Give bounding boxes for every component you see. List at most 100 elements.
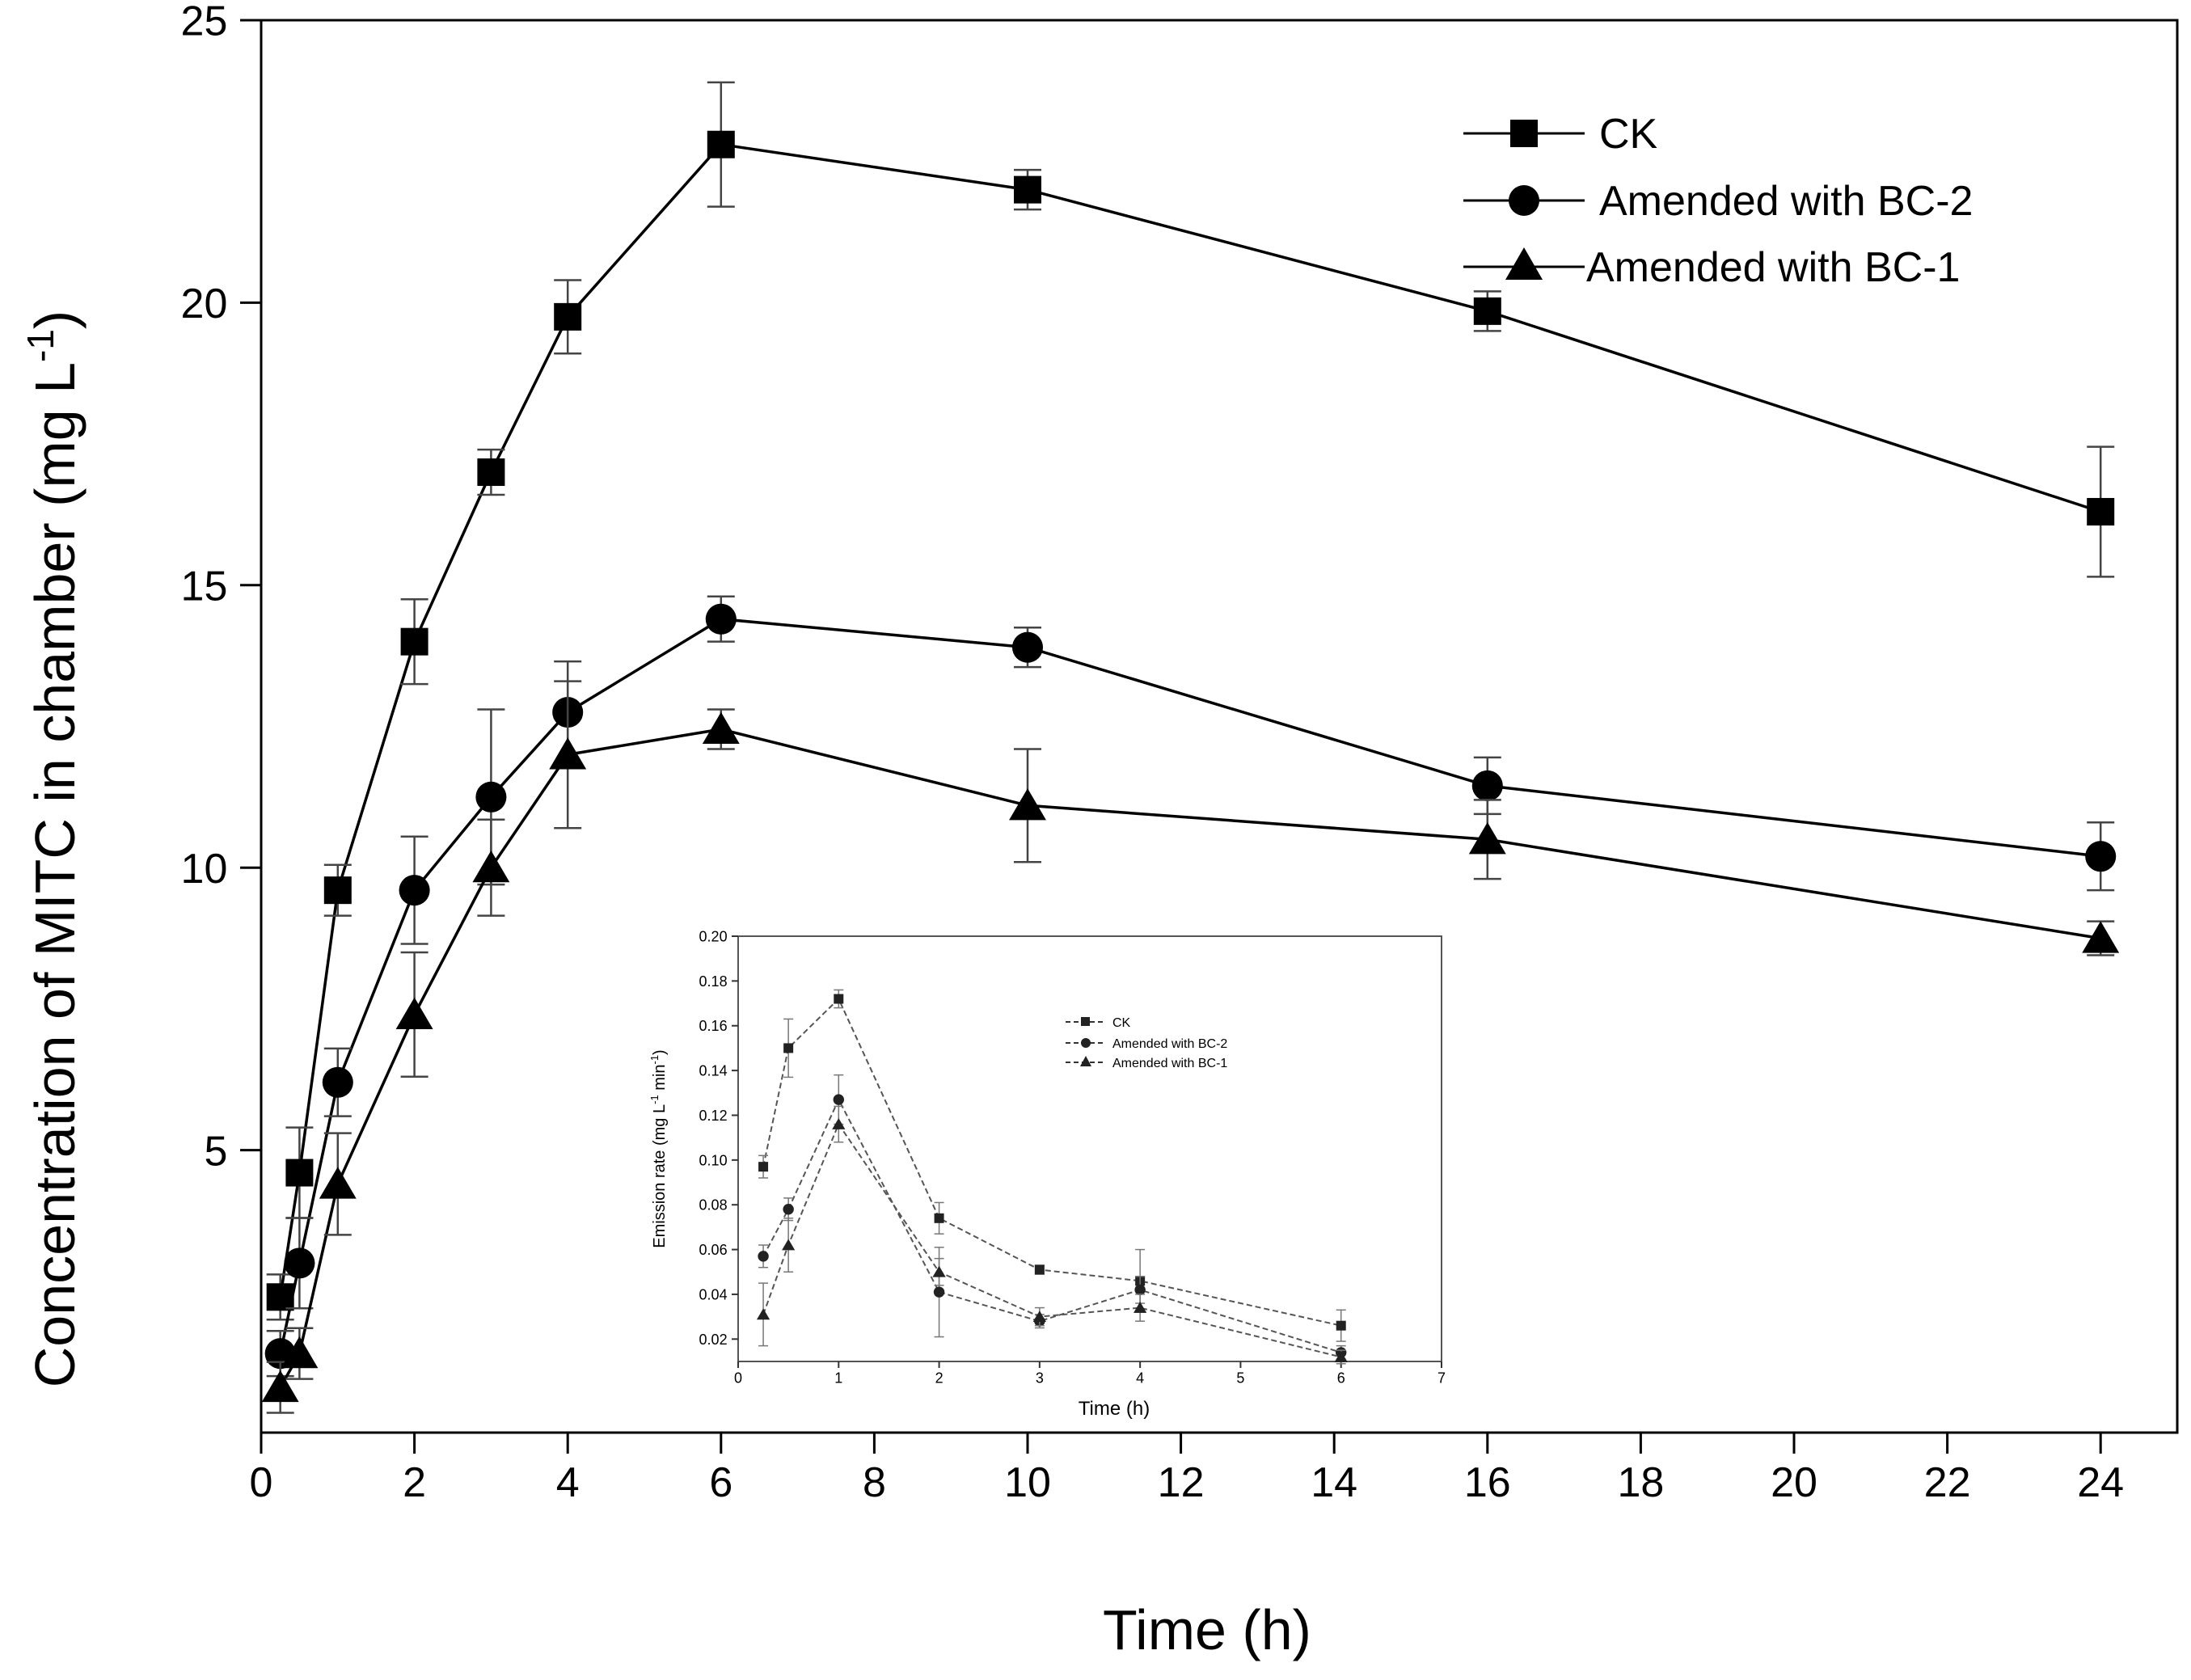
- main-y-axis-label-close: ): [23, 310, 87, 329]
- inset-x-tick-label: 6: [1337, 1370, 1345, 1386]
- legend-label-bc1: Amended with BC-1: [1586, 244, 1960, 291]
- inset-legend-label-bc2: Amended with BC-2: [1112, 1037, 1227, 1051]
- main-x-tick-label: 10: [1004, 1459, 1051, 1506]
- main-point-triangle: [261, 1370, 299, 1403]
- inset-chart: 0 1 2 3 4 5 6 7 0.02 0.04 0.06 0.08 0.10 0.12 0.14 0.1…: [648, 928, 1446, 1420]
- inset-y-axis-label-sup-2: -1: [648, 1055, 661, 1065]
- main-y-tick-label: 10: [181, 846, 228, 893]
- inset-point-square: [1034, 1264, 1045, 1275]
- inset-y-tick-label: 0.16: [699, 1018, 728, 1034]
- inset-series-group: [756, 989, 1348, 1365]
- main-legend: CK Amended with BC-2 Amended with BC-1: [1463, 111, 1973, 291]
- main-x-tick-label: 20: [1771, 1459, 1817, 1506]
- main-series-ck: [266, 81, 2115, 1321]
- inset-point-square: [934, 1213, 944, 1223]
- main-point-square: [400, 627, 428, 656]
- main-point-square: [554, 302, 582, 331]
- inset-y-tick-label: 0.10: [699, 1152, 728, 1168]
- main-point-circle: [284, 1247, 315, 1279]
- inset-point-triangle: [832, 1118, 846, 1129]
- main-point-triangle: [472, 850, 510, 883]
- main-x-tick-label: 18: [1617, 1459, 1664, 1506]
- main-point-triangle: [549, 737, 587, 770]
- main-point-circle: [399, 875, 430, 906]
- main-x-tick-label: 0: [250, 1459, 273, 1506]
- main-x-tick-label: 2: [403, 1459, 426, 1506]
- main-point-square: [2087, 497, 2115, 526]
- legend-label-bc2: Amended with BC-2: [1599, 178, 1973, 225]
- main-series-amended-with-bc-2: [264, 595, 2117, 1378]
- inset-y-tick-label: 0.12: [699, 1108, 728, 1124]
- inset-y-tick-label: 0.14: [699, 1063, 728, 1079]
- main-point-circle: [1471, 770, 1503, 801]
- inset-y-axis-label-text: Emission rate (mg L: [651, 1104, 669, 1248]
- inset-y-tick-label: 0.18: [699, 973, 728, 990]
- main-point-square: [1014, 175, 1041, 204]
- main-point-square: [477, 458, 505, 487]
- inset-point-circle: [933, 1286, 945, 1298]
- main-point-circle: [322, 1066, 353, 1098]
- inset-point-square: [1336, 1320, 1346, 1331]
- inset-x-axis-ticks: 0 1 2 3 4 5 6 7: [734, 1361, 1446, 1386]
- main-plot-frame: [260, 19, 2179, 1434]
- inset-y-axis-label-close: ): [651, 1049, 669, 1055]
- legend-label-ck: CK: [1599, 111, 1658, 158]
- main-point-triangle: [319, 1167, 357, 1199]
- main-point-triangle: [702, 711, 740, 745]
- main-x-tick-label: 24: [2077, 1459, 2124, 1506]
- main-point-triangle: [1009, 788, 1046, 821]
- inset-x-tick-label: 0: [734, 1370, 742, 1386]
- inset-point-triangle: [756, 1308, 770, 1320]
- inset-x-tick-label: 7: [1437, 1370, 1446, 1386]
- inset-y-axis-label-mid: min: [651, 1065, 669, 1095]
- main-point-circle: [2085, 841, 2117, 872]
- inset-y-tick-label: 0.20: [699, 928, 728, 944]
- main-point-triangle: [2082, 921, 2120, 953]
- inset-y-tick-label: 0.06: [699, 1242, 728, 1258]
- main-point-circle: [475, 781, 507, 813]
- main-point-triangle: [1468, 822, 1506, 855]
- inset-point-triangle: [782, 1239, 796, 1251]
- inset-x-tick-label: 4: [1136, 1370, 1144, 1386]
- main-series-group: [261, 81, 2120, 1414]
- inset-point-square: [783, 1043, 794, 1053]
- inset-point-triangle: [1334, 1350, 1348, 1362]
- inset-series-amended-with-bc-1: [756, 1105, 1348, 1365]
- main-y-tick-label: 15: [181, 564, 228, 610]
- main-point-square: [323, 876, 352, 905]
- inset-point-triangle: [932, 1265, 946, 1277]
- inset-x-axis-label: Time (h): [1079, 1398, 1150, 1420]
- inset-y-tick-label: 0.04: [699, 1286, 728, 1302]
- inset-y-axis-label: Emission rate (mg L-1 min-1): [648, 1049, 669, 1247]
- inset-legend-triangle-marker: [1080, 1056, 1091, 1066]
- inset-y-axis-ticks: 0.02 0.04 0.06 0.08 0.10 0.12 0.14 0.16 0.18 0.20: [699, 928, 738, 1348]
- main-y-tick-label: 20: [181, 281, 228, 327]
- main-point-triangle: [395, 997, 433, 1029]
- inset-point-circle: [833, 1094, 845, 1105]
- main-x-tick-label: 6: [709, 1459, 732, 1506]
- inset-y-tick-label: 0.02: [699, 1332, 728, 1348]
- legend-circle-marker: [1509, 185, 1539, 216]
- inset-point-square: [758, 1162, 769, 1172]
- inset-point-circle: [783, 1204, 794, 1215]
- main-point-circle: [1011, 631, 1044, 663]
- main-point-triangle: [281, 1336, 319, 1369]
- main-point-circle: [705, 603, 737, 635]
- main-x-tick-label: 4: [556, 1459, 580, 1506]
- inset-x-tick-label: 2: [935, 1370, 944, 1386]
- main-x-axis-label: Time (h): [1103, 1598, 1311, 1661]
- main-point-square: [707, 130, 735, 158]
- inset-legend: CK Amended with BC-2 Amended with BC-1: [1066, 1016, 1227, 1070]
- inset-x-tick-label: 5: [1236, 1370, 1244, 1386]
- inset-point-circle: [1134, 1284, 1146, 1296]
- legend-triangle-marker: [1505, 247, 1543, 280]
- main-point-square: [285, 1159, 314, 1187]
- inset-legend-square-marker: [1081, 1017, 1090, 1026]
- inset-y-axis-label-sup-1: -1: [648, 1095, 661, 1104]
- main-x-tick-label: 8: [863, 1459, 886, 1506]
- main-x-tick-label: 14: [1311, 1459, 1357, 1506]
- legend-square-marker: [1510, 120, 1538, 147]
